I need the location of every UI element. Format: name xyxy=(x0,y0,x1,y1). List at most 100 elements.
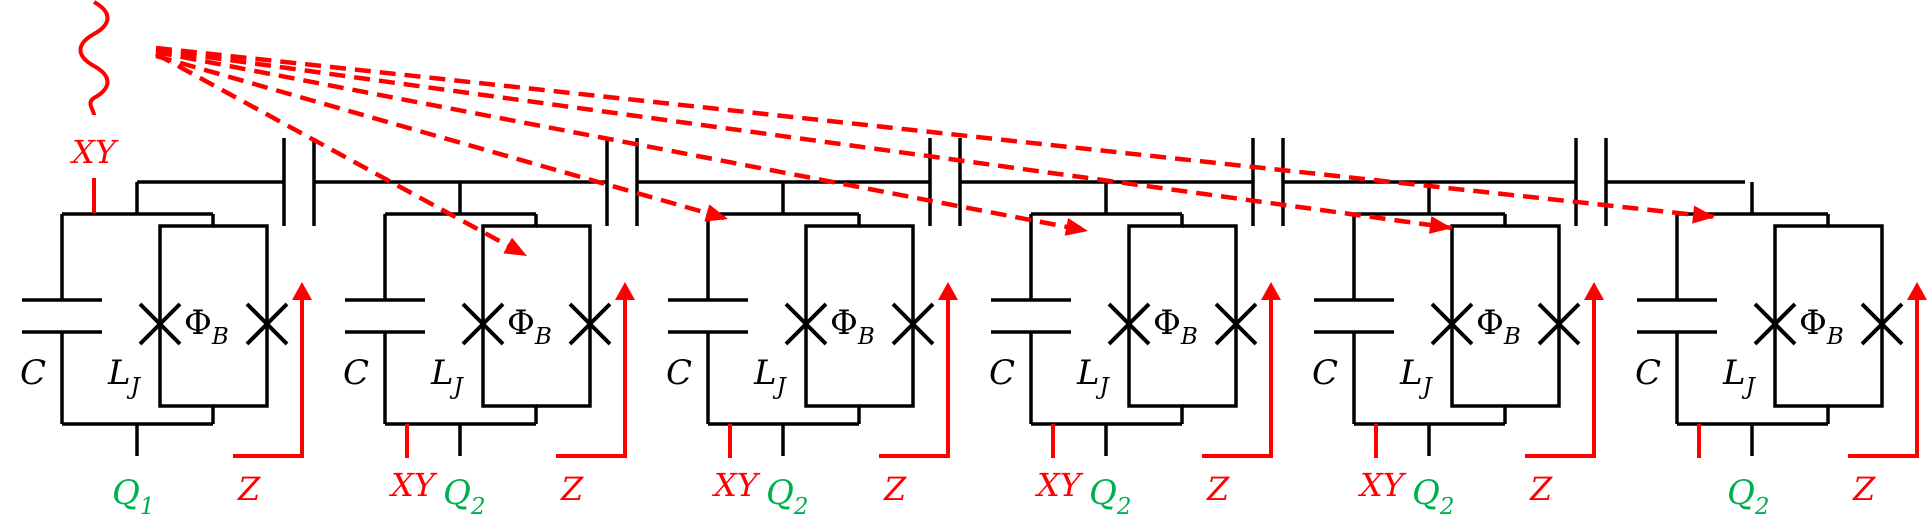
squid-right xyxy=(213,224,269,408)
xy-signal-source: XY xyxy=(69,0,119,213)
z-arrow-icon xyxy=(292,282,312,300)
josephson-junction-icon xyxy=(1753,302,1797,346)
bus-gap xyxy=(1252,176,1284,188)
capacitance-label: C xyxy=(343,353,369,393)
z-flux-label: Z xyxy=(883,470,907,508)
junction-stroke xyxy=(891,302,935,346)
josephson-junction-icon xyxy=(1537,302,1581,346)
squid-left xyxy=(158,214,215,424)
qubit-cell-5 xyxy=(1314,182,1604,458)
z-flux-line xyxy=(879,286,950,458)
junction-stroke xyxy=(784,302,828,346)
bus-gap xyxy=(283,176,315,188)
z-flux-line xyxy=(1202,286,1273,458)
qubit-labels-4: C LJ ΦB XY Q2 Z xyxy=(989,303,1230,520)
squid-right xyxy=(536,224,592,408)
capacitance-label: C xyxy=(20,353,46,393)
xy-source-label: XY xyxy=(69,133,119,171)
josephson-junction-icon xyxy=(891,302,935,346)
josephson-junction-icon xyxy=(138,302,182,346)
inductance-label: LJ xyxy=(430,353,465,400)
qubit-labels-3: C LJ ΦB XY Q2 Z xyxy=(666,303,907,520)
crosstalk-arrowhead-icon xyxy=(503,237,527,256)
xy-drive-label: XY xyxy=(1034,466,1084,504)
squid-right xyxy=(1505,224,1561,408)
junction-stroke xyxy=(568,302,612,346)
crosstalk-arrow-line xyxy=(155,47,1453,231)
xy-crosstalk-arrows xyxy=(154,45,1716,258)
bus-gap xyxy=(606,176,638,188)
flux-label: ΦB xyxy=(507,303,552,350)
junction-stroke xyxy=(461,302,505,346)
flux-label: ΦB xyxy=(1153,303,1198,350)
z-flux-line xyxy=(233,286,304,458)
josephson-junction-icon xyxy=(568,302,612,346)
josephson-junction-icon xyxy=(1214,302,1258,346)
z-arrow-icon xyxy=(938,282,958,300)
crosstalk-arrow-line xyxy=(155,49,1089,234)
z-arrow-icon xyxy=(1261,282,1281,300)
qubit-cell-1 xyxy=(22,182,312,458)
flux-label: ΦB xyxy=(1476,303,1521,350)
inductance-label: LJ xyxy=(1076,353,1111,400)
capacitance-label: C xyxy=(1635,353,1661,393)
crosstalk-arrow-line xyxy=(154,52,529,258)
qubit-labels-2: C LJ ΦB XY Q2 Z xyxy=(343,303,584,520)
xy-drive-label: XY xyxy=(388,466,438,504)
qubit-id-label: Q2 xyxy=(766,473,809,520)
junction-stroke xyxy=(245,302,289,346)
qubit-cell-6 xyxy=(1637,182,1927,458)
bus-gap xyxy=(929,176,961,188)
josephson-junction-icon xyxy=(1860,302,1904,346)
junction-stroke xyxy=(1860,302,1904,346)
junction-stroke xyxy=(1430,302,1474,346)
squid-left xyxy=(1127,214,1184,424)
squid-left xyxy=(481,214,538,424)
squid-right xyxy=(859,224,915,408)
z-flux-label: Z xyxy=(1529,470,1553,508)
circuit xyxy=(22,138,1927,458)
inductance-label: LJ xyxy=(1399,353,1434,400)
flux-label: ΦB xyxy=(184,303,229,350)
qubit-id-label: Q1 xyxy=(112,473,155,520)
microwave-signal-icon xyxy=(78,0,110,116)
crosstalk-arrow-line xyxy=(155,45,1716,220)
qubit-cell-3 xyxy=(668,182,958,458)
qubit-id-label: Q2 xyxy=(1089,473,1132,520)
z-flux-line xyxy=(1525,286,1596,458)
squid-left xyxy=(1450,214,1507,424)
inductance-label: LJ xyxy=(1722,353,1757,400)
qubit-labels-6: C LJ ΦB Q2 Z xyxy=(1635,303,1876,520)
squid-right xyxy=(1182,224,1238,408)
xy-drive-label: XY xyxy=(1357,466,1407,504)
junction-stroke xyxy=(1753,302,1797,346)
qubit-labels-5: C LJ ΦB XY Q2 Z xyxy=(1312,303,1553,520)
josephson-junction-icon xyxy=(784,302,828,346)
inductance-label: LJ xyxy=(107,353,142,400)
qubit-id-label: Q2 xyxy=(443,473,486,520)
flux-label: ΦB xyxy=(1799,303,1844,350)
qubit-cell-2 xyxy=(345,182,635,458)
squid-right xyxy=(1828,224,1884,408)
xy-drive-label: XY xyxy=(711,466,761,504)
junction-stroke xyxy=(1107,302,1151,346)
z-flux-label: Z xyxy=(1206,470,1230,508)
z-arrow-icon xyxy=(615,282,635,300)
squid-left xyxy=(1773,214,1830,424)
crosstalk-arrowhead-icon xyxy=(1692,205,1715,224)
josephson-junction-icon xyxy=(461,302,505,346)
z-flux-label: Z xyxy=(237,470,261,508)
coupling-bus xyxy=(137,138,1745,226)
junction-stroke xyxy=(1214,302,1258,346)
josephson-junction-icon xyxy=(245,302,289,346)
z-arrow-icon xyxy=(1584,282,1604,300)
capacitance-label: C xyxy=(989,353,1015,393)
crosstalk-arrowhead-icon xyxy=(704,204,728,222)
josephson-junction-icon xyxy=(1430,302,1474,346)
capacitance-label: C xyxy=(666,353,692,393)
z-flux-line xyxy=(556,286,627,458)
capacitance-label: C xyxy=(1312,353,1338,393)
flux-label: ΦB xyxy=(830,303,875,350)
